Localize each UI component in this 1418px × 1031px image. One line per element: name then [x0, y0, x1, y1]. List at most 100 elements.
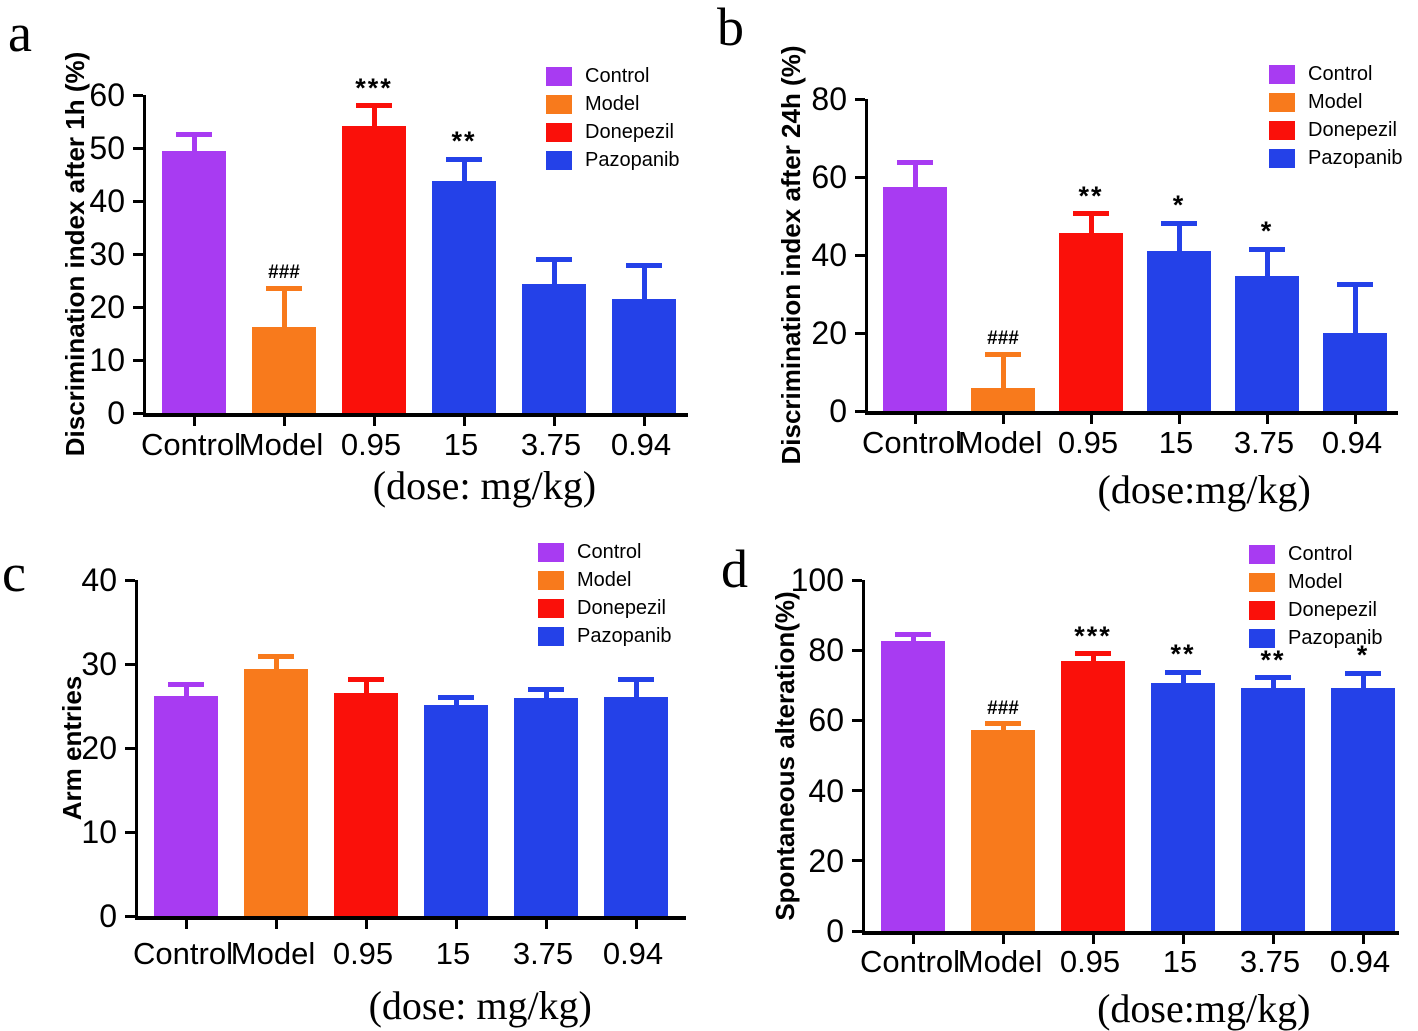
- bar-model: [252, 327, 316, 413]
- error-bar-stem: [281, 288, 287, 336]
- error-bar-cap: [356, 103, 392, 109]
- x-axis-title: (dose:mg/kg): [1097, 986, 1311, 1031]
- panel-letter: b: [717, 0, 744, 57]
- x-category-label: 0.94: [1329, 944, 1391, 979]
- legend-swatch-icon: [538, 598, 564, 618]
- error-bar-cap: [626, 262, 662, 268]
- x-category-label: Control: [141, 427, 241, 462]
- legend-item-control: Control: [546, 66, 680, 86]
- y-tick-label: 60: [811, 159, 847, 195]
- bar-3-75: [1235, 276, 1299, 411]
- x-category-label: Model: [238, 427, 324, 462]
- error-bar-cap: [1337, 281, 1373, 287]
- error-bar-cap: [1075, 651, 1111, 657]
- error-bar-cap: [985, 351, 1021, 357]
- legend-label: Model: [585, 93, 640, 115]
- x-category-label: 0.94: [602, 936, 664, 971]
- x-category-label: Control: [133, 936, 233, 971]
- bar-control: [883, 186, 947, 411]
- error-bar-stem: [1360, 673, 1366, 697]
- legend-label: Control: [1308, 63, 1373, 85]
- legend-item-pazopanib: Pazopanib: [1269, 148, 1403, 168]
- bar-control: [881, 641, 945, 931]
- y-tick-label: 10: [81, 814, 117, 850]
- significance-label: *: [1172, 190, 1186, 221]
- x-axis-tick: [544, 920, 548, 929]
- y-axis-tick: [855, 97, 865, 101]
- legend-swatch-icon: [1249, 628, 1275, 648]
- x-axis-tick: [642, 417, 646, 426]
- error-bar-cap: [266, 285, 302, 291]
- x-axis-tick: [1089, 415, 1093, 424]
- y-axis-tick: [852, 929, 862, 933]
- error-bar-cap: [348, 677, 384, 683]
- x-category-label: 15: [443, 427, 479, 462]
- y-tick-label: 40: [89, 183, 125, 219]
- legend-label: Donepezil: [1288, 599, 1377, 621]
- error-bar-stem: [633, 679, 639, 705]
- x-axis-tick: [1181, 935, 1185, 944]
- bar-15: [432, 181, 496, 413]
- bar-15: [424, 705, 488, 916]
- x-category-label: 0.95: [340, 427, 402, 462]
- x-category-label: 3.75: [512, 936, 574, 971]
- bar-0-94: [1331, 688, 1395, 931]
- x-axis-tick: [1265, 415, 1269, 424]
- legend-swatch-icon: [1269, 64, 1295, 84]
- significance-label: **: [1170, 639, 1196, 670]
- plot-area: 0 10 20 30 40: [81, 564, 686, 932]
- y-tick-label: 10: [89, 342, 125, 378]
- bar-0-95: [1061, 660, 1125, 931]
- bar-3-75: [514, 698, 578, 916]
- legend-label: Control: [1288, 543, 1353, 565]
- y-axis-tick: [133, 358, 143, 362]
- plot-area: 0 20 40 60 80 ### ** * *: [811, 83, 1398, 427]
- error-bar-stem: [461, 159, 467, 190]
- x-category-label: 3.75: [1233, 425, 1295, 460]
- y-tick-label: 20: [81, 730, 117, 766]
- x-category-label: 0.94: [1321, 425, 1383, 460]
- y-axis-tick: [133, 199, 143, 203]
- x-axis-tick: [282, 417, 286, 426]
- x-category-label: Control: [862, 425, 962, 460]
- y-axis-tick: [855, 253, 865, 257]
- bar-15: [1147, 251, 1211, 411]
- x-category-label: 0.95: [1057, 425, 1119, 460]
- error-bar-stem: [1264, 249, 1270, 285]
- legend-label: Donepezil: [585, 121, 674, 143]
- legend-item-pazopanib: Pazopanib: [546, 150, 680, 170]
- error-bar-stem: [363, 679, 369, 702]
- legend-label: Model: [1308, 91, 1363, 113]
- x-axis-tick: [1353, 415, 1357, 424]
- y-tick-label: 60: [89, 77, 125, 113]
- error-bar-cap: [1165, 669, 1201, 675]
- x-axis-tick: [372, 417, 376, 426]
- y-tick-label: 50: [89, 130, 125, 166]
- x-axis-tick: [911, 935, 915, 944]
- legend-item-pazopanib: Pazopanib: [1249, 628, 1383, 648]
- bar-control: [154, 695, 218, 916]
- error-bar-stem: [1180, 672, 1186, 691]
- panel-d: d Spontaneous alteration(%) 0 20 40 60 80 100 ##…: [709, 516, 1418, 1031]
- bar-model: [971, 387, 1035, 411]
- legend-label: Pazopanib: [577, 625, 672, 647]
- legend-item-model: Model: [546, 94, 680, 114]
- error-bar-stem: [1270, 677, 1276, 697]
- y-axis-tick: [125, 914, 135, 918]
- x-category-label: 0.94: [610, 427, 672, 462]
- y-axis-tick: [133, 252, 143, 256]
- y-axis-tick: [133, 146, 143, 150]
- legend-label: Pazopanib: [1308, 147, 1403, 169]
- y-tick-label: 20: [811, 315, 847, 351]
- legend: Control Model Donepezil Pazopanib: [1269, 64, 1403, 176]
- error-bar-cap: [618, 677, 654, 683]
- legend-item-donepezil: Donepezil: [1249, 600, 1383, 620]
- error-bar-cap: [1073, 211, 1109, 217]
- error-bar-stem: [543, 689, 549, 707]
- bar-model: [971, 730, 1035, 931]
- y-tick-label: 100: [790, 562, 844, 598]
- legend-swatch-icon: [538, 542, 564, 562]
- error-bar-cap: [1161, 220, 1197, 226]
- y-tick-label: 0: [829, 393, 847, 429]
